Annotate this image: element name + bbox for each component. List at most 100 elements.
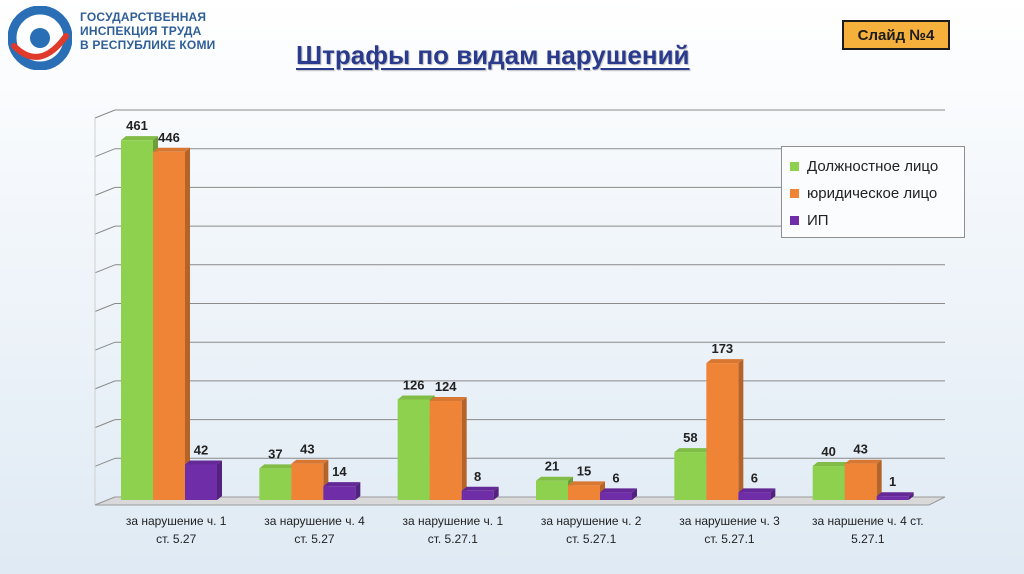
bar-side <box>632 488 637 500</box>
bar-side <box>770 488 776 500</box>
bar-top <box>323 482 361 487</box>
bar <box>674 452 707 500</box>
logo-swoosh-icon <box>11 33 69 60</box>
legend-label-series-2: юридическое лицо <box>807 185 938 202</box>
data-label: 126 <box>403 377 425 392</box>
data-label: 461 <box>126 118 148 133</box>
bar <box>600 492 632 500</box>
bar-side <box>738 359 744 500</box>
chart-legend: Должностное лицо юридическое лицо ИП <box>781 146 965 238</box>
data-label: 8 <box>474 469 481 484</box>
gridline-depth <box>94 303 116 312</box>
gridline-depth <box>94 457 116 467</box>
bar-top <box>461 486 499 491</box>
legend-label-series-3: ИП <box>807 212 829 229</box>
bar-side <box>493 486 499 500</box>
category-label: ст. 5.27 <box>156 532 197 546</box>
bar <box>876 496 909 500</box>
data-label: 40 <box>821 444 835 459</box>
bar-side <box>355 482 361 500</box>
data-label: 43 <box>853 442 867 457</box>
category-label: за нарушение ч. 1 <box>403 514 504 528</box>
category-label: за нарушение ч. 4 <box>264 514 365 528</box>
gridline-depth <box>94 264 116 274</box>
bar-top <box>291 459 329 464</box>
legend-label-series-1: Должностное лицо <box>807 158 939 175</box>
category-label: ст. 5.27 <box>294 532 335 546</box>
bar <box>738 492 771 500</box>
bar <box>185 464 217 500</box>
data-label: 43 <box>300 442 314 457</box>
bar-top <box>812 462 850 467</box>
data-label: 21 <box>545 459 559 474</box>
bar <box>536 480 568 500</box>
data-label: 15 <box>577 463 591 478</box>
bar-top <box>185 460 222 465</box>
legend-swatch-series-2 <box>790 189 799 198</box>
category-label: ст. 5.27.1 <box>566 532 617 546</box>
org-line-2: ИНСПЕКЦИЯ ТРУДА <box>80 24 202 38</box>
gridline-depth <box>94 109 116 119</box>
bar <box>706 363 739 500</box>
legend-swatch-series-3 <box>790 216 799 225</box>
data-label: 1 <box>889 474 896 489</box>
page-title: Штрафы по видам нарушений <box>296 40 690 70</box>
org-line-3: В РЕСПУБЛИКЕ КОМИ <box>80 38 216 52</box>
bar-side <box>217 460 222 500</box>
bar <box>259 468 292 500</box>
data-label: 446 <box>158 130 180 145</box>
bar-side <box>461 397 467 500</box>
bar <box>323 486 356 500</box>
bar-side <box>876 459 882 500</box>
data-label: 173 <box>711 341 733 356</box>
bar <box>812 466 845 500</box>
gridline-depth <box>94 341 116 351</box>
bar-top <box>121 136 158 141</box>
slide-number-badge: Слайд №4 <box>842 20 950 50</box>
bar-top <box>738 488 776 493</box>
org-logo <box>8 6 72 70</box>
data-label: 37 <box>268 446 282 461</box>
data-label: 42 <box>194 442 208 457</box>
legend-item-series-1: Должностное лицо <box>790 153 956 180</box>
category-label: ст. 5.27.1 <box>428 532 479 546</box>
bar <box>461 490 494 500</box>
logo-dot-icon <box>30 28 50 48</box>
org-line-1: ГОСУДАРСТВЕННАЯ <box>80 10 207 24</box>
bar-top <box>397 395 435 400</box>
data-label: 58 <box>683 430 697 445</box>
category-label: ст. 5.27.1 <box>704 532 755 546</box>
bar <box>291 463 324 500</box>
bar-top <box>153 147 190 152</box>
category-label: 5.27.1 <box>851 532 885 546</box>
bar <box>397 399 430 500</box>
data-label: 124 <box>435 379 457 394</box>
bar-top <box>568 481 605 486</box>
bar-side <box>908 492 914 500</box>
category-label: за наршение ч. 4 ст. <box>812 514 924 528</box>
data-label: 6 <box>612 470 619 485</box>
category-label: за нарушение ч. 3 <box>679 514 780 528</box>
bar-side <box>185 147 190 500</box>
bar-top <box>876 492 914 497</box>
bar <box>121 140 153 500</box>
data-label: 14 <box>332 464 347 479</box>
bar-top <box>429 397 467 402</box>
gridline-depth <box>94 225 116 235</box>
bar-top <box>259 464 297 469</box>
legend-item-series-3: ИП <box>790 207 956 234</box>
bar <box>429 401 462 500</box>
bar-top <box>600 488 637 493</box>
legend-item-series-2: юридическое лицо <box>790 180 956 207</box>
category-label: за нарушение ч. 2 <box>541 514 642 528</box>
gridline-depth <box>94 419 116 429</box>
bar-top <box>844 459 882 464</box>
gridline-depth <box>94 186 116 196</box>
category-label: за нарушение ч. 1 <box>126 514 227 528</box>
gridline-depth <box>94 380 116 390</box>
bar-top <box>536 476 573 481</box>
legend-swatch-series-1 <box>790 162 799 171</box>
bar <box>568 485 600 500</box>
bar-top <box>674 448 712 453</box>
